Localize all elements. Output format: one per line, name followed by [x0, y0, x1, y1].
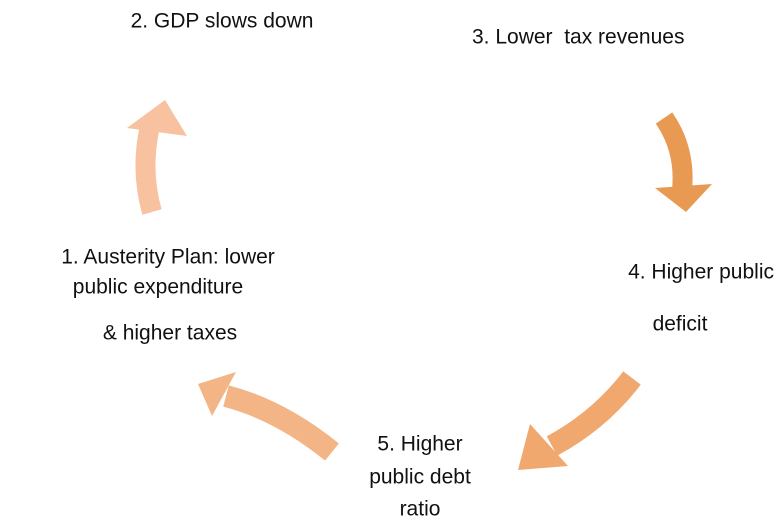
node-label: 5. Higher	[377, 433, 462, 456]
node-label: deficit	[653, 313, 708, 336]
node-label: ratio	[400, 498, 441, 521]
node-label: 4. Higher public	[628, 261, 774, 284]
arrow-3-to-4	[655, 112, 712, 212]
node-label: 3. Lower tax revenues	[472, 26, 684, 49]
node-label: public debt	[369, 466, 471, 489]
node-label: & higher taxes	[103, 322, 237, 345]
node-label: 1. Austerity Plan: lower	[61, 246, 275, 269]
arrow-1-to-2	[127, 100, 187, 215]
arrow-4-to-5	[518, 371, 641, 470]
arrow-5-to-1	[198, 372, 339, 461]
node-label: 2. GDP slows down	[131, 10, 314, 33]
node-label: public expenditure	[73, 276, 243, 299]
